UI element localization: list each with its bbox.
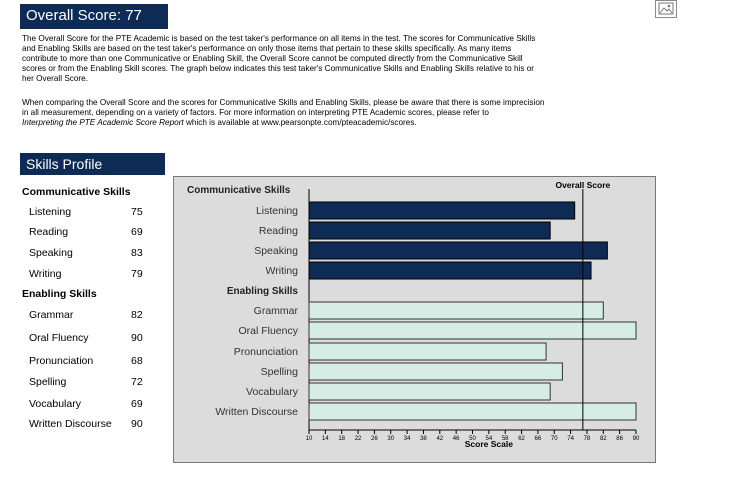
chart-bar (308, 301, 604, 320)
skill-name: Writing (29, 268, 62, 280)
chart-category-label: Written Discourse (215, 406, 298, 418)
skill-name: Reading (29, 226, 69, 238)
intro-paragraph-1: The Overall Score for the PTE Academic i… (22, 34, 642, 84)
skill-name: Listening (29, 206, 72, 218)
x-tick-label: 70 (551, 436, 558, 442)
communicative-skills-header: Communicative Skills (22, 186, 131, 198)
skills-bar-chart: Communicative Skills Enabling Skills Liste… (187, 180, 640, 449)
x-tick-label: 86 (616, 436, 623, 442)
skill-name: Written Discourse (29, 418, 112, 430)
x-tick-label: 22 (355, 436, 362, 442)
skills-profile-title: Skills Profile (20, 153, 165, 175)
intro-p1-line: and Enabling Skills are based on the tes… (22, 44, 512, 53)
x-tick-label: 90 (633, 436, 640, 442)
intro-p1-line: The Overall Score for the PTE Academic i… (22, 34, 536, 43)
chart-category-label: Spelling (261, 366, 299, 378)
x-tick-label: 58 (502, 436, 509, 442)
skill-score: 90 (131, 332, 143, 344)
skill-score: 79 (131, 268, 143, 280)
skills-chart-frame: Communicative Skills Enabling Skills Liste… (173, 176, 656, 463)
chart-category-label: Reading (259, 225, 298, 237)
x-tick-label: 10 (306, 436, 313, 442)
skill-name: Pronunciation (29, 355, 94, 367)
intro-p2-line: in all measurement, depending on a varie… (22, 108, 489, 117)
x-tick-label: 54 (486, 436, 493, 442)
skill-name: Vocabulary (29, 398, 81, 410)
enabling-skills-header: Enabling Skills (22, 288, 97, 300)
x-tick-label: 38 (420, 436, 427, 442)
skill-name: Grammar (29, 309, 74, 321)
chart-bar (308, 221, 551, 240)
skill-name: Spelling (29, 376, 67, 388)
chart-category-label: Oral Fluency (238, 325, 298, 337)
skill-score: 75 (131, 206, 143, 218)
x-tick-label: 34 (404, 436, 411, 442)
skill-score: 83 (131, 247, 143, 259)
chart-bar (308, 402, 637, 421)
intro-paragraph-2: When comparing the Overall Score and the… (22, 98, 642, 128)
x-tick-label: 78 (584, 436, 591, 442)
chart-bar (308, 342, 547, 361)
x-tick-label: 30 (387, 436, 394, 442)
intro-p1-line: her Overall Score. (22, 74, 88, 83)
intro-p1-line: contribute to more than one Communicativ… (22, 54, 523, 63)
skill-score: 72 (131, 376, 143, 388)
guide-title: Interpreting the PTE Academic Score Repo… (22, 118, 184, 127)
x-tick-label: 26 (371, 436, 378, 442)
chart-category-label: Listening (256, 205, 298, 217)
guide-link-text: which is available at www.pearsonpte.com… (183, 118, 417, 127)
x-tick-label: 82 (600, 436, 607, 442)
skill-score: 68 (131, 355, 143, 367)
x-axis-title: Score Scale (465, 439, 513, 449)
image-icon[interactable] (655, 0, 677, 18)
x-tick-label: 50 (469, 436, 476, 442)
x-tick-label: 14 (322, 436, 329, 442)
overall-score-title: Overall Score: 77 (20, 4, 168, 29)
overall-score-marker-label: Overall Score (555, 180, 610, 190)
skill-score: 82 (131, 309, 143, 321)
chart-category-label: Speaking (254, 245, 298, 257)
skills-score-list: Communicative Skills Listening 75 Reading 69… (0, 0, 170, 480)
chart-bar (308, 362, 563, 381)
chart-group-label: Enabling Skills (227, 286, 299, 297)
chart-bar (308, 201, 576, 220)
skill-name: Speaking (29, 247, 73, 259)
skills-profile-label: Skills Profile (26, 156, 103, 172)
chart-group-label: Communicative Skills (187, 185, 291, 196)
skill-score: 90 (131, 418, 143, 430)
chart-category-label: Vocabulary (246, 386, 299, 398)
x-tick-label: 42 (436, 436, 443, 442)
x-tick-label: 62 (518, 436, 525, 442)
overall-score-label: Overall Score: 77 (26, 7, 142, 24)
chart-bar (308, 261, 592, 280)
skill-name: Oral Fluency (29, 332, 89, 344)
x-tick-label: 74 (567, 436, 574, 442)
chart-bar (308, 382, 551, 401)
chart-category-label: Writing (266, 265, 299, 277)
skill-score: 69 (131, 398, 143, 410)
intro-p1-line: scores or from the Enabling Skill scores… (22, 64, 534, 73)
chart-category-label: Pronunciation (234, 346, 298, 358)
chart-bar (308, 321, 637, 340)
chart-category-label: Grammar (254, 305, 299, 317)
chart-bar (308, 241, 608, 260)
intro-p2-line: Interpreting the PTE Academic Score Repo… (22, 118, 642, 128)
x-tick-label: 66 (535, 436, 542, 442)
x-tick-label: 18 (338, 436, 345, 442)
x-tick-label: 46 (453, 436, 460, 442)
skill-score: 69 (131, 226, 143, 238)
intro-p2-line: When comparing the Overall Score and the… (22, 98, 545, 107)
